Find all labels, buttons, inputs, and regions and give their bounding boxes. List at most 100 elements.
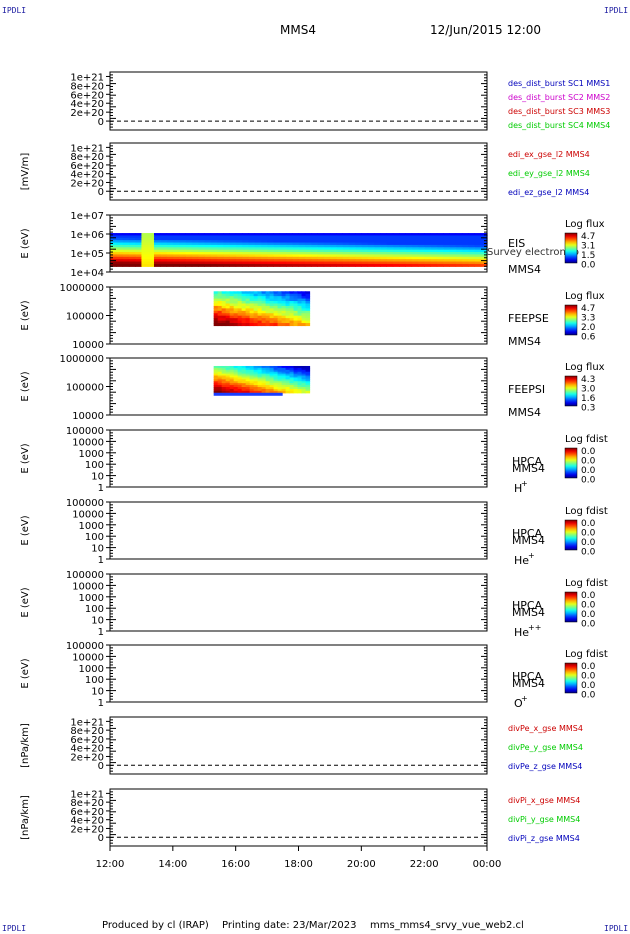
spectrogram-cell — [229, 305, 235, 309]
spectrogram-cell — [468, 244, 476, 248]
spectrogram-cell — [248, 247, 256, 251]
spectrogram-cell — [172, 247, 180, 251]
spectrogram-cell — [185, 263, 193, 267]
spectrogram-cell — [323, 233, 331, 237]
spectrogram-cell — [223, 244, 230, 248]
spectrogram-cell — [301, 385, 307, 388]
spectrogram-cell — [241, 373, 247, 377]
y-tick-label: 100000 — [66, 570, 104, 581]
colorbar-tick-label: 3.0 — [581, 385, 596, 395]
spectrogram-cell — [311, 237, 318, 241]
spectrogram-cell — [245, 323, 251, 327]
spectrogram-cell — [273, 373, 279, 377]
y-axis-label: [nPa/km] — [20, 723, 31, 768]
spectrogram-cell — [253, 315, 259, 319]
spectrogram-cell — [289, 323, 295, 327]
spectrogram-cell — [229, 244, 237, 248]
spectrogram-cell — [281, 379, 287, 382]
spectrogram-cell — [474, 259, 482, 263]
spectrogram-cell — [305, 301, 311, 305]
spectrogram-cell — [392, 259, 400, 263]
spectrogram-cell — [153, 244, 161, 248]
colorbar-title: Log fdist — [565, 506, 608, 517]
spectrogram-cell — [305, 296, 311, 300]
spectrogram-cell — [348, 261, 356, 265]
spectrogram-cell — [253, 388, 259, 392]
spectrogram-cell — [348, 256, 356, 260]
spectrogram-cell — [122, 235, 130, 239]
spectrogram-cell — [249, 369, 255, 373]
spectrogram-cell — [249, 390, 255, 394]
spectrogram-cell — [301, 379, 307, 382]
spectrogram-cell — [241, 379, 247, 382]
y-axis-label: E (eV) — [20, 515, 31, 545]
spectrogram-cell — [285, 252, 293, 256]
spectrogram-cell — [277, 313, 283, 317]
spectrogram-cell — [225, 293, 231, 297]
spectrogram-cell — [317, 263, 325, 267]
spectrogram-cell — [261, 377, 267, 380]
spectrogram-cell — [443, 252, 450, 256]
spectrogram-cell — [253, 371, 259, 375]
spectrogram-cell — [185, 235, 193, 239]
spectrogram-cell — [249, 377, 255, 380]
spectrogram-cell — [367, 237, 375, 241]
y-tick-label: 1000000 — [59, 354, 104, 365]
spectrogram-cell — [245, 379, 251, 382]
spectrogram-cell — [229, 318, 235, 322]
spectrogram-cell — [277, 303, 283, 307]
spectrogram-cell — [305, 367, 311, 371]
spectrogram-cell — [277, 301, 283, 305]
spectrogram-cell — [237, 310, 243, 314]
spectrogram-cell — [245, 390, 251, 394]
spectrogram-cell — [241, 383, 247, 386]
y-tick-label: 10000 — [72, 652, 104, 663]
y-axis-label: [nPa/km] — [20, 795, 31, 840]
spectrogram-cell — [135, 244, 143, 248]
spectrogram-cell — [166, 237, 174, 241]
spectrogram-cell — [128, 244, 136, 248]
spectrogram-cell — [430, 233, 438, 237]
spectrogram-cell — [269, 293, 275, 297]
spectrogram-cell — [210, 237, 218, 241]
spectrogram-cell — [179, 233, 186, 237]
spectrogram-cell — [361, 240, 369, 244]
spectrogram-cell — [289, 310, 295, 314]
y-tick-label: 2e+20 — [70, 178, 104, 189]
spectrogram-cell — [317, 242, 325, 246]
spectrogram-cell — [281, 296, 287, 300]
spectrogram-cell — [265, 385, 271, 388]
spectrogram-cell — [253, 291, 259, 295]
spectrogram-cell — [281, 291, 287, 295]
y-tick-label: 100000 — [66, 641, 104, 652]
spectrogram-cell — [221, 293, 227, 297]
spectrogram-cell — [455, 261, 463, 265]
spectrogram-cell — [141, 235, 149, 239]
spectrogram-cell — [273, 237, 281, 241]
spectrogram-cell — [380, 244, 388, 248]
spectrogram-cell — [430, 240, 438, 244]
spectrogram-cell — [293, 377, 299, 380]
spectrogram-cell — [254, 242, 262, 246]
spectrogram-cell — [153, 240, 161, 244]
spectrogram-cell — [141, 247, 149, 251]
y-tick-label: 10 — [91, 687, 104, 698]
spectrogram-cell — [265, 377, 271, 380]
spectrogram-cell — [355, 263, 362, 267]
spectrogram-cell — [279, 252, 287, 256]
spectrogram-cell — [289, 305, 295, 309]
spectrogram-cell — [204, 233, 212, 237]
spectrogram-cell — [245, 375, 251, 379]
spectrogram-cell — [216, 259, 224, 263]
spectrogram-cell — [135, 247, 143, 251]
spectrogram-cell — [265, 367, 271, 371]
spectrogram-cell — [461, 237, 469, 241]
spectrogram-cell — [474, 240, 482, 244]
spectrogram-cell — [449, 247, 457, 251]
spectrogram-cell — [223, 263, 230, 267]
spectrogram-cell — [265, 320, 271, 324]
spectrogram-cell — [301, 313, 307, 317]
spectrogram-cell — [304, 254, 312, 258]
spectrogram-cell — [245, 310, 251, 314]
spectrogram-cell — [297, 323, 303, 327]
